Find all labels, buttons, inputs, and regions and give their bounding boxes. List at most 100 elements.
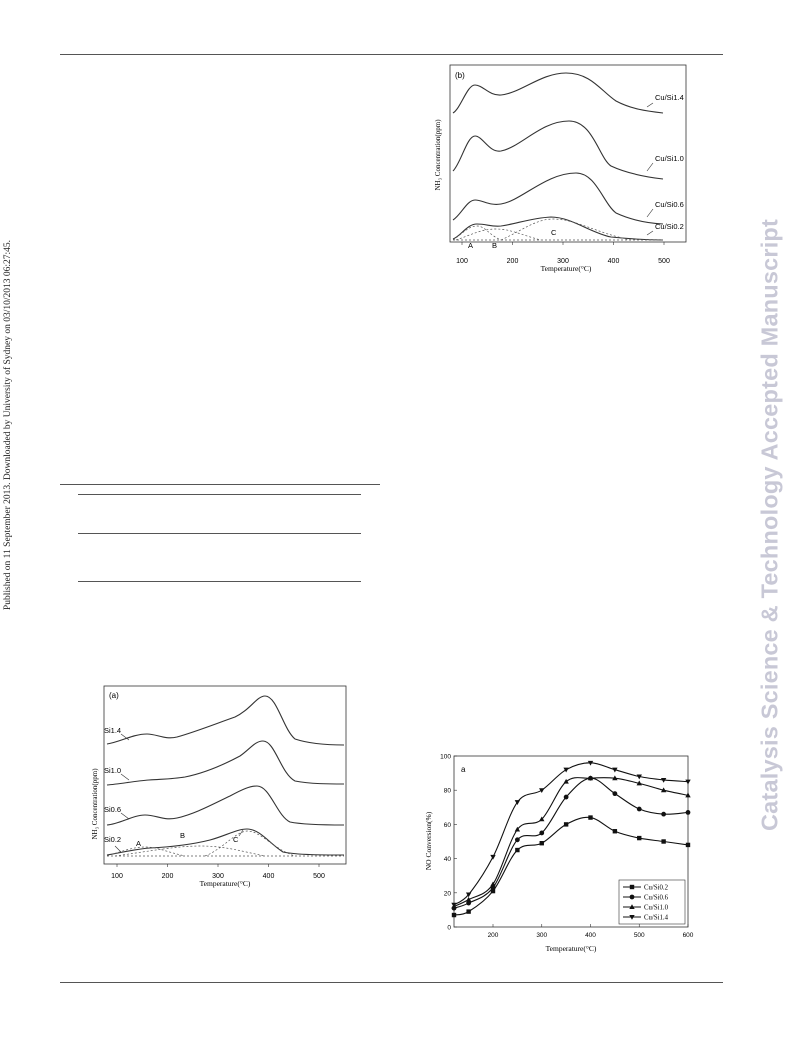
x-tick-label: 400 bbox=[585, 932, 596, 939]
data-point bbox=[636, 780, 642, 786]
data-point bbox=[465, 892, 472, 898]
figure-a-peak-b bbox=[114, 845, 266, 857]
data-point bbox=[539, 788, 545, 793]
series-cu-si1-4 bbox=[451, 760, 691, 908]
figure-b-xtick-500: 500 bbox=[658, 258, 670, 265]
figure-a-label-si1.4: Si1.4 bbox=[104, 726, 121, 735]
figure-b-ylabel: NH₃ Concentration(ppm) bbox=[434, 119, 442, 191]
footer-rule bbox=[60, 982, 723, 983]
figure-b-peak-label-a: A bbox=[468, 241, 473, 250]
x-tick-label: 500 bbox=[634, 932, 645, 939]
table-rule-1 bbox=[78, 494, 361, 495]
figure-a-frame bbox=[103, 685, 347, 865]
figure-a-svg: (a) Si1.4 Si1.0 Si0.6 Si0.2 A B C 100 20… bbox=[91, 685, 347, 888]
data-point bbox=[539, 816, 545, 822]
table-rule-top bbox=[60, 484, 380, 485]
y-tick-label: 0 bbox=[447, 925, 451, 932]
figure-b-curve-si1.0 bbox=[452, 120, 664, 180]
figure-b-xtick-300: 300 bbox=[557, 258, 569, 265]
data-point bbox=[563, 767, 569, 773]
figure-a-curve-si1.0 bbox=[106, 740, 345, 786]
data-point bbox=[490, 881, 496, 887]
figure-a-ylabel: NH₃ Concentration(ppm) bbox=[91, 768, 99, 840]
figure-a-xtick-100: 100 bbox=[111, 873, 123, 880]
figure-a-peak-label-a: A bbox=[136, 839, 141, 848]
legend-label: Cu/Si1.0 bbox=[644, 905, 669, 912]
data-point bbox=[563, 794, 569, 800]
no-conversion-chart: a 0 20 40 60 80 100 200 300 400 500 600 Cu/Si0.2 C… bbox=[424, 754, 694, 954]
header-rule bbox=[60, 54, 723, 55]
legend-marker bbox=[629, 915, 635, 920]
data-point bbox=[685, 779, 691, 785]
y-tick-label: 60 bbox=[444, 822, 452, 829]
figure-b-peak-a bbox=[452, 225, 502, 241]
data-point bbox=[660, 787, 667, 793]
figure-a-xlabel: Temperature(°C) bbox=[200, 879, 251, 888]
legend-label: Cu/Si0.2 bbox=[644, 885, 669, 892]
data-point bbox=[587, 775, 594, 781]
figure-b-pointer-1 bbox=[646, 102, 654, 108]
journal-watermark-text: Catalysis Science & Technology Accepted … bbox=[756, 218, 783, 832]
figure-a-xtick-200: 200 bbox=[162, 873, 174, 880]
figure-a-xtick-500: 500 bbox=[313, 873, 325, 880]
y-tick-label: 100 bbox=[440, 754, 451, 761]
data-point bbox=[612, 829, 618, 834]
figure-b-pointer-3 bbox=[646, 208, 654, 218]
legend-marker bbox=[629, 894, 635, 900]
y-tick-label: 80 bbox=[444, 788, 452, 795]
data-point bbox=[451, 902, 457, 908]
figure-a-pointer-3 bbox=[120, 812, 130, 820]
figure-b-pointer-4 bbox=[646, 230, 654, 236]
data-point bbox=[685, 792, 691, 798]
figure-a-curve-si0.6 bbox=[106, 785, 345, 826]
data-point bbox=[563, 822, 569, 827]
figure-a-peak-c bbox=[204, 830, 296, 857]
figure-b-curve-si0.2 bbox=[452, 216, 664, 241]
x-tick-label: 600 bbox=[683, 932, 694, 939]
figure-b-label-si0.6: Cu/Si0.6 bbox=[655, 200, 684, 209]
figure-b-peak-c bbox=[500, 218, 632, 241]
publication-note: Published on 11 September 2013. Download… bbox=[1, 210, 15, 640]
data-point bbox=[451, 912, 457, 918]
figure-a: (a) Si1.4 Si1.0 Si0.6 Si0.2 A B C 100 20… bbox=[85, 684, 350, 898]
figure-b: (b) Cu/Si1.4 Cu/Si1.0 Cu/Si0.6 Cu/Si0.2 … bbox=[431, 63, 691, 285]
figure-b-curve-si0.6 bbox=[452, 172, 664, 225]
figure-b-label-si1.4: Cu/Si1.4 bbox=[655, 93, 684, 102]
data-point bbox=[612, 767, 618, 773]
data-point bbox=[465, 896, 472, 902]
data-point bbox=[637, 835, 642, 841]
data-point bbox=[466, 900, 472, 906]
figure-b-xticks bbox=[461, 242, 665, 245]
figure-b-peak-label-c: C bbox=[551, 228, 557, 237]
chart-xlabel: Temperature(°C) bbox=[546, 944, 597, 953]
figure-b-xtick-200: 200 bbox=[507, 258, 519, 265]
x-tick-label: 300 bbox=[536, 932, 547, 939]
data-point bbox=[563, 778, 569, 784]
figure-b-label-si0.2: Cu/Si0.2 bbox=[655, 222, 684, 231]
legend-label: Cu/Si0.6 bbox=[644, 895, 669, 902]
data-point bbox=[685, 810, 691, 815]
figure-a-label-si0.2: Si0.2 bbox=[104, 835, 121, 844]
data-point bbox=[539, 830, 545, 836]
series-cu-si1-0 bbox=[451, 775, 691, 909]
data-point bbox=[539, 841, 544, 846]
chart-ylabel: NO Conversion(%) bbox=[424, 811, 433, 870]
data-point bbox=[587, 760, 594, 766]
figure-a-curve-si1.4 bbox=[106, 695, 345, 746]
legend-label: Cu/Si1.4 bbox=[644, 915, 669, 922]
figure-a-label-si0.6: Si0.6 bbox=[104, 805, 121, 814]
figure-b-peak-label-b: B bbox=[492, 241, 497, 250]
data-point bbox=[685, 842, 691, 848]
table-rule-bottom bbox=[78, 581, 361, 582]
figure-b-label-si1.0: Cu/Si1.0 bbox=[655, 154, 684, 163]
chart-frame bbox=[453, 755, 689, 928]
data-point bbox=[514, 800, 521, 805]
figure-a-label-si1.0: Si1.0 bbox=[104, 766, 121, 775]
data-point bbox=[490, 854, 496, 860]
figure-a-xtick-400: 400 bbox=[263, 873, 275, 880]
figure-b-xtick-400: 400 bbox=[608, 258, 620, 265]
publication-note-text: Published on 11 September 2013. Download… bbox=[3, 239, 13, 611]
figure-a-pointer-4 bbox=[114, 845, 122, 853]
legend-marker bbox=[629, 884, 635, 890]
data-point bbox=[661, 811, 667, 817]
